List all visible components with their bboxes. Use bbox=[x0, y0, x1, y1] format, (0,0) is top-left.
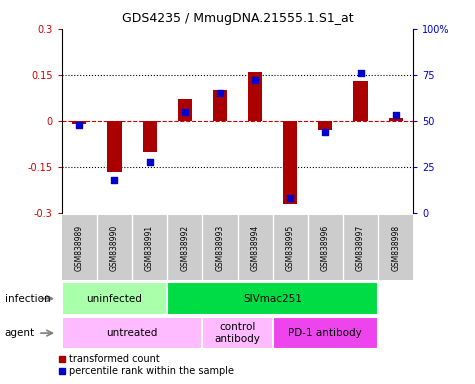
Text: agent: agent bbox=[5, 328, 35, 338]
Bar bbox=[213, 90, 227, 121]
Bar bbox=[273, 317, 378, 349]
Point bbox=[251, 77, 259, 83]
Bar bbox=[283, 121, 297, 204]
Text: uninfected: uninfected bbox=[86, 293, 142, 304]
Point bbox=[111, 177, 118, 183]
Point bbox=[146, 159, 153, 165]
Text: infection: infection bbox=[5, 293, 50, 304]
Text: untreated: untreated bbox=[106, 328, 158, 338]
Point bbox=[322, 129, 329, 135]
Text: percentile rank within the sample: percentile rank within the sample bbox=[69, 366, 234, 376]
Text: GSM838993: GSM838993 bbox=[216, 225, 224, 271]
Bar bbox=[389, 118, 403, 121]
Point bbox=[357, 70, 364, 76]
Point bbox=[216, 90, 224, 96]
Text: transformed count: transformed count bbox=[69, 354, 160, 364]
Bar bbox=[167, 282, 378, 315]
Bar bbox=[318, 121, 332, 130]
Text: GSM838992: GSM838992 bbox=[180, 225, 189, 271]
Text: GSM838997: GSM838997 bbox=[356, 225, 365, 271]
Text: PD-1 antibody: PD-1 antibody bbox=[288, 328, 362, 338]
Bar bbox=[72, 121, 86, 124]
Text: GSM838996: GSM838996 bbox=[321, 225, 330, 271]
Point bbox=[392, 113, 399, 119]
Text: GSM838998: GSM838998 bbox=[391, 225, 400, 271]
Text: GDS4235 / MmugDNA.21555.1.S1_at: GDS4235 / MmugDNA.21555.1.S1_at bbox=[122, 12, 353, 25]
Bar bbox=[248, 72, 262, 121]
Text: GSM838995: GSM838995 bbox=[286, 225, 294, 271]
Point bbox=[181, 109, 189, 115]
Text: GSM838991: GSM838991 bbox=[145, 225, 154, 271]
Bar bbox=[107, 121, 122, 172]
Text: SIVmac251: SIVmac251 bbox=[243, 293, 302, 304]
Bar bbox=[202, 317, 273, 349]
Bar bbox=[62, 317, 202, 349]
Text: GSM838990: GSM838990 bbox=[110, 225, 119, 271]
Point bbox=[76, 122, 83, 128]
Bar bbox=[142, 121, 157, 152]
Bar bbox=[62, 282, 167, 315]
Bar bbox=[353, 81, 368, 121]
Text: control
antibody: control antibody bbox=[215, 322, 260, 344]
Text: GSM838989: GSM838989 bbox=[75, 225, 84, 271]
Bar bbox=[178, 99, 192, 121]
Text: GSM838994: GSM838994 bbox=[251, 225, 259, 271]
Point bbox=[286, 195, 294, 202]
